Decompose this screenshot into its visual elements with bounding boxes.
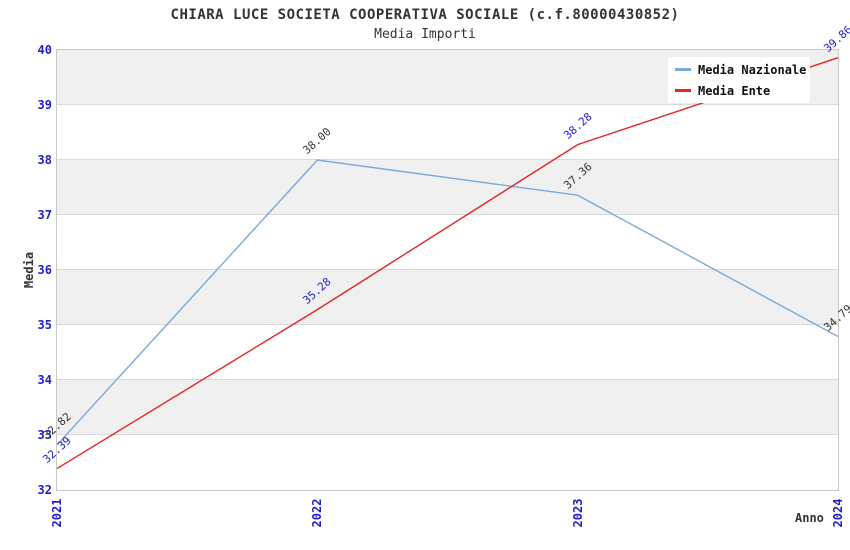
gridline [57,214,838,215]
plot-band [57,270,838,325]
chart-subtitle: Media Importi [374,27,476,42]
y-tick-label: 38 [37,153,52,167]
x-tick-label: 2021 [50,498,64,528]
line-series-svg [57,57,838,470]
gridline [57,104,838,105]
gridline [57,324,838,325]
plot-band [57,160,838,215]
gridline [57,434,838,435]
y-tick-label: 35 [37,318,52,332]
legend: Media Nazionale Media Ente [668,57,810,103]
plot-band [57,325,838,380]
y-tick-label: 32 [37,483,52,497]
y-tick-label: 39 [37,98,52,112]
plot-band [57,105,838,160]
gridline [57,159,838,160]
legend-item: Media Ente [668,84,810,98]
legend-label: Media Nazionale [698,62,807,77]
series-line-media-nazionale [57,159,838,446]
y-tick-label: 33 [37,428,52,442]
gridline [57,379,838,380]
legend-item: Media Nazionale [668,63,810,77]
gridline [57,269,838,270]
x-axis-title: Anno [795,511,824,525]
plot-band [57,435,838,490]
x-tick-label: 2024 [831,498,845,528]
series-line-media-ente [57,57,838,470]
y-tick-label: 37 [37,208,52,222]
x-tick-label: 2022 [310,498,325,528]
y-tick-label: 36 [37,263,52,277]
y-tick-label: 34 [37,373,52,387]
x-tick-label: 2023 [570,498,585,528]
plot-band [57,215,838,270]
plot-area [56,49,839,491]
y-tick-label: 40 [37,43,52,57]
chart-title: CHIARA LUCE SOCIETA COOPERATIVA SOCIALE … [170,7,680,23]
legend-marker-media-ente [675,89,691,92]
legend-label: Media Ente [698,83,771,98]
legend-marker-media-nazionale [675,68,691,71]
